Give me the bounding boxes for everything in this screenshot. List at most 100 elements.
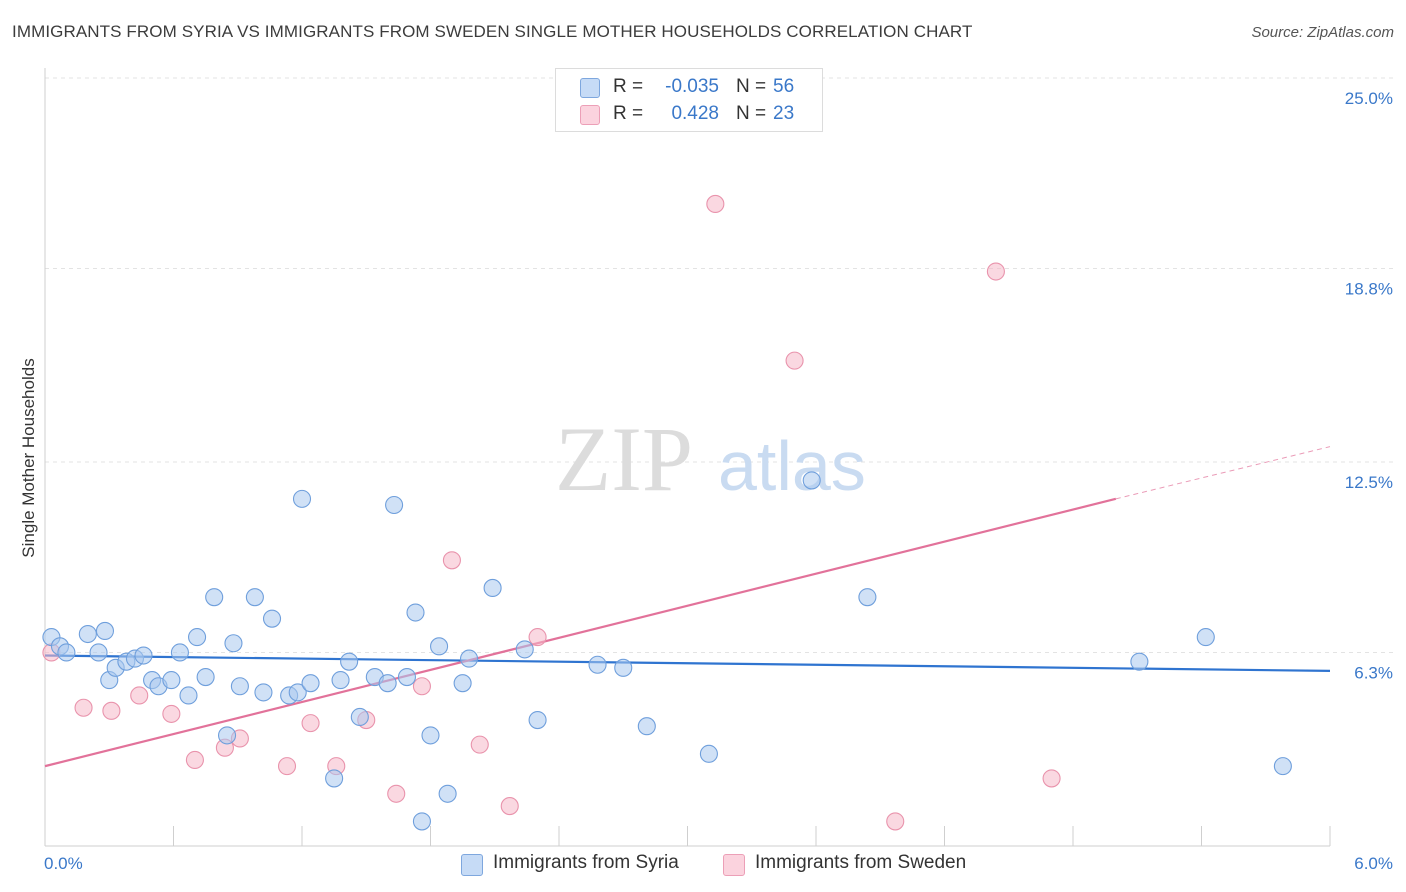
legend-swatch-syria	[461, 854, 483, 876]
data-point-syria	[162, 671, 181, 690]
data-point-sweden	[986, 262, 1005, 281]
data-points	[42, 194, 1292, 831]
data-point-syria	[515, 640, 534, 659]
data-point-syria	[134, 646, 153, 665]
chart-title: IMMIGRANTS FROM SYRIA VS IMMIGRANTS FROM…	[12, 22, 973, 41]
data-point-syria	[331, 671, 350, 690]
data-point-syria	[483, 578, 502, 598]
legend-n-label: N =	[736, 76, 767, 97]
trend-line-sweden-extension	[1115, 446, 1331, 500]
x-tick-label: 6.0%	[1354, 854, 1393, 873]
axes	[44, 68, 1331, 847]
data-point-sweden	[301, 714, 320, 733]
data-point-syria	[350, 707, 369, 727]
legend-n-value: 23	[773, 103, 795, 124]
data-point-sweden	[528, 628, 547, 647]
data-point-syria	[421, 726, 440, 745]
data-point-sweden	[387, 784, 406, 803]
legend-label-syria: Immigrants from Syria	[493, 852, 679, 873]
data-point-syria	[397, 667, 416, 687]
data-point-sweden	[706, 194, 725, 214]
data-point-sweden	[500, 797, 519, 816]
y-tick-label: 18.8%	[1345, 279, 1393, 298]
data-point-sweden	[785, 351, 804, 370]
data-point-sweden	[102, 701, 121, 720]
data-point-syria	[378, 674, 397, 693]
data-point-sweden	[185, 750, 204, 770]
legend-n-value: 56	[773, 76, 795, 97]
legend-swatch-sweden	[580, 105, 600, 125]
data-point-syria	[325, 769, 344, 788]
series-legend: Immigrants from Syria Immigrants from Sw…	[0, 852, 1406, 878]
data-point-syria	[406, 603, 425, 622]
data-point-syria	[179, 686, 198, 705]
legend-swatch-syria	[580, 78, 600, 98]
legend-n-label: N =	[736, 103, 767, 124]
data-point-syria	[1196, 628, 1215, 647]
legend-r-value: 0.428	[671, 103, 719, 124]
data-point-syria	[1273, 757, 1292, 776]
data-point-sweden	[130, 686, 149, 705]
source-label: Source: ZipAtlas.com	[1251, 24, 1394, 41]
trend-line-syria	[44, 654, 1331, 672]
legend-swatch-sweden	[723, 854, 745, 876]
data-point-syria	[292, 489, 312, 508]
data-point-syria	[262, 609, 282, 628]
data-point-sweden	[886, 812, 905, 831]
data-point-sweden	[74, 698, 93, 717]
trend-line-sweden	[44, 497, 1117, 768]
data-point-syria	[453, 674, 472, 693]
y-tick-label: 12.5%	[1345, 473, 1393, 492]
data-point-syria	[430, 637, 449, 656]
x-tick-label: 0.0%	[44, 854, 83, 873]
data-point-sweden	[470, 735, 489, 754]
trend-lines	[44, 446, 1331, 768]
data-point-sweden	[162, 704, 181, 723]
data-point-syria	[588, 655, 607, 674]
watermark: ZIP atlas	[555, 408, 866, 510]
data-point-syria	[95, 621, 115, 641]
data-point-syria	[224, 634, 243, 653]
data-point-syria	[438, 784, 457, 803]
watermark-atlas: atlas	[718, 427, 866, 505]
data-point-syria	[637, 717, 656, 736]
data-point-syria	[412, 812, 431, 831]
data-point-syria	[802, 471, 821, 490]
data-point-syria	[254, 683, 273, 702]
data-point-syria	[301, 674, 320, 693]
legend-label-sweden: Immigrants from Sweden	[755, 852, 967, 873]
data-point-syria	[188, 628, 207, 647]
tick-labels: 6.3% 12.5% 18.8% 25.0% 0.0% 6.0%	[44, 89, 1393, 873]
data-point-syria	[340, 652, 359, 671]
data-point-syria	[245, 588, 264, 607]
data-point-syria	[528, 710, 547, 730]
y-tick-label: 25.0%	[1345, 89, 1393, 108]
data-point-sweden	[442, 551, 461, 570]
data-point-syria	[57, 643, 76, 662]
correlation-legend: R = -0.035 N = 56 R = 0.428 N = 23	[555, 68, 823, 132]
data-point-syria	[205, 588, 224, 607]
data-point-syria	[230, 677, 249, 696]
data-point-syria	[196, 667, 215, 687]
data-point-syria	[858, 588, 877, 607]
legend-row-syria: R = -0.035 N = 56	[556, 73, 822, 101]
data-point-syria	[78, 624, 97, 644]
data-point-syria	[699, 744, 718, 763]
data-point-syria	[1130, 652, 1149, 671]
data-point-syria	[217, 726, 237, 745]
legend-r-label: R =	[613, 103, 644, 124]
legend-r-label: R =	[613, 76, 644, 97]
data-point-sweden	[412, 677, 431, 696]
watermark-zip: ZIP	[555, 408, 693, 510]
data-point-sweden	[1042, 769, 1061, 788]
data-point-syria	[614, 658, 633, 677]
data-point-syria	[89, 643, 108, 662]
legend-row-sweden: R = 0.428 N = 23	[556, 100, 822, 128]
data-point-syria	[385, 495, 404, 515]
data-point-sweden	[277, 757, 297, 776]
data-point-syria	[170, 643, 189, 662]
y-axis-label: Single Mother Households	[19, 358, 38, 557]
y-tick-label: 6.3%	[1354, 663, 1393, 682]
legend-r-value: -0.035	[665, 76, 719, 97]
